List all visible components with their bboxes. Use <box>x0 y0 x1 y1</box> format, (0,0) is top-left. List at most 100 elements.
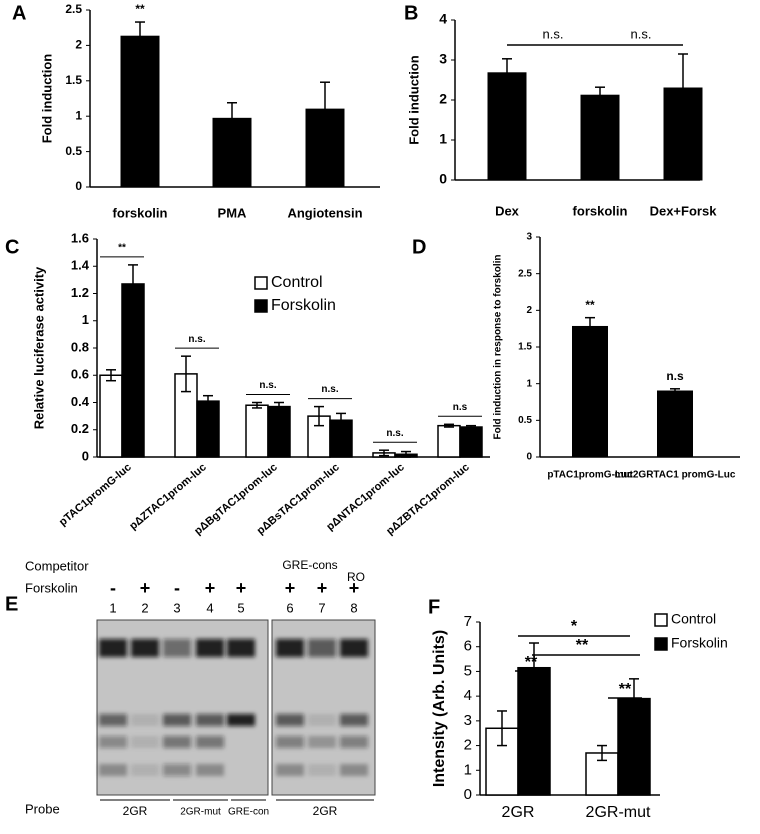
bar <box>487 72 527 181</box>
legend-swatch <box>254 276 268 290</box>
annotation: ** <box>525 654 538 671</box>
gel-band <box>340 764 368 776</box>
x-tick-label: mut2GRTAC1 promG-Luc <box>615 470 736 481</box>
gel-band <box>276 736 304 748</box>
error-bar <box>181 355 191 393</box>
x-tick-label: PMA <box>218 205 248 220</box>
legend-label: Control <box>671 611 716 627</box>
probe-name: GRE-con <box>228 807 269 818</box>
error-bar <box>585 316 595 337</box>
gel-band <box>131 714 159 726</box>
lane-number: 4 <box>206 600 213 615</box>
error-bar <box>529 642 539 694</box>
y-tick-label: 0.6 <box>71 367 89 382</box>
probe-name: 2GR-mut <box>180 807 221 818</box>
gel-band <box>99 639 127 657</box>
competitor-name: GRE-cons <box>282 558 337 572</box>
x-tick-label: pTAC1promG-Luc <box>547 470 633 481</box>
y-tick-label: 2 <box>439 91 447 107</box>
forskolin-sign: + <box>285 578 296 598</box>
y-tick-label: 1.6 <box>71 230 89 245</box>
y-tick-label: 0.8 <box>71 339 89 354</box>
y-tick-label: 0.2 <box>71 421 89 436</box>
annotation: ** <box>118 243 126 254</box>
error-bar <box>106 369 116 382</box>
y-tick-label: 2.5 <box>65 2 82 16</box>
row-label: Forskolin <box>25 580 78 595</box>
y-tick-label: 1 <box>75 108 82 122</box>
gel-band <box>163 639 191 657</box>
lane-number: 2 <box>141 600 148 615</box>
gel-band <box>196 714 224 726</box>
bar <box>245 404 269 458</box>
error-bar <box>595 86 605 104</box>
competitor-name: RO <box>347 570 365 584</box>
annotation: n.s. <box>631 26 652 41</box>
x-tick-label: 2GR <box>502 804 535 821</box>
bar <box>437 424 461 458</box>
error-bar <box>203 394 213 408</box>
gel-band <box>340 639 368 657</box>
gel-band <box>99 714 127 726</box>
error-bar <box>401 450 411 458</box>
x-tick-label: forskolin <box>113 205 168 220</box>
gel-band <box>196 639 224 657</box>
gel-band <box>99 736 127 748</box>
lane-number: 3 <box>173 600 180 615</box>
y-tick-label: 2 <box>75 38 82 52</box>
gel-bands <box>99 639 368 776</box>
annotation: n.s. <box>188 334 205 345</box>
gel-band <box>163 714 191 726</box>
error-bar <box>135 21 145 52</box>
row-label: Competitor <box>25 558 89 573</box>
legend-swatch <box>654 613 668 627</box>
y-axis-label: Intensity (Arb. Units) <box>431 630 448 787</box>
gel-band <box>131 736 159 748</box>
legend-label: Forskolin <box>671 635 728 651</box>
forskolin-sign: + <box>236 578 247 598</box>
gel-band <box>340 714 368 726</box>
y-tick-label: 1.5 <box>65 73 82 87</box>
legend-label: Forskolin <box>271 297 336 314</box>
y-tick-label: 5 <box>464 662 472 679</box>
forskolin-sign: + <box>317 578 328 598</box>
panel-letter: D <box>412 236 426 258</box>
annotation: ** <box>619 681 632 698</box>
gel-band <box>276 639 304 657</box>
annotation: ** <box>576 637 589 654</box>
y-tick-label: 3 <box>526 232 532 243</box>
gel-band <box>308 639 336 657</box>
error-bar <box>128 264 138 304</box>
lane-number: 1 <box>109 600 116 615</box>
bar <box>580 94 620 181</box>
error-bar <box>314 405 324 427</box>
error-bar <box>444 423 454 428</box>
legend-swatch <box>254 299 268 313</box>
error-bar <box>670 388 680 394</box>
y-tick-label: 1.5 <box>518 342 532 353</box>
y-tick-label: 0 <box>439 171 447 187</box>
probe-name: 2GR <box>123 804 148 818</box>
y-tick-label: 1 <box>82 312 89 327</box>
x-tick-label: 2GR-mut <box>586 804 651 821</box>
error-bar <box>320 81 330 137</box>
forskolin-sign: + <box>349 578 360 598</box>
y-tick-label: 7 <box>464 613 472 630</box>
annotation: n.s. <box>543 26 564 41</box>
y-tick-label: 1 <box>439 131 447 147</box>
y-tick-label: 1.2 <box>71 285 89 300</box>
annotation: n.s. <box>321 384 338 395</box>
bar <box>657 390 693 458</box>
y-tick-label: 3 <box>439 51 447 67</box>
gel-band <box>163 764 191 776</box>
gel-band <box>340 736 368 748</box>
gel-band <box>308 714 336 726</box>
gel-band <box>196 764 224 776</box>
lane-number: 7 <box>318 600 325 615</box>
bar <box>572 325 608 458</box>
error-bar <box>597 744 607 762</box>
y-tick-label: 2.5 <box>518 268 532 279</box>
y-axis-label: Fold induction <box>406 55 421 145</box>
forskolin-sign: + <box>140 578 151 598</box>
annotation: n.s <box>666 369 684 383</box>
